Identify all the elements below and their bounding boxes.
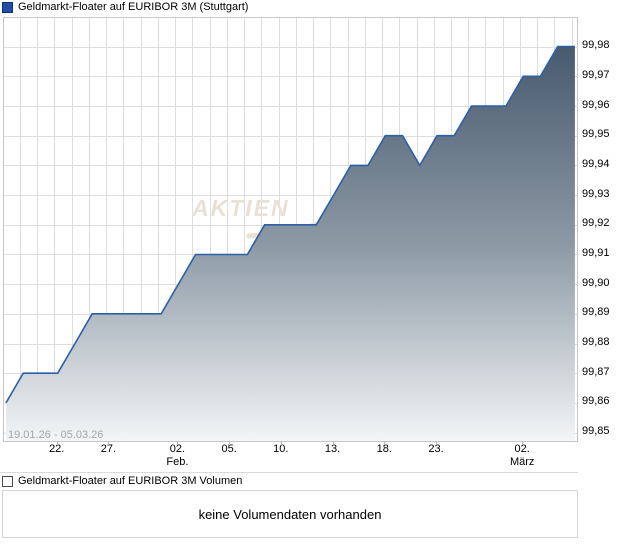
y-axis-tick-label: 99,97 <box>582 68 610 81</box>
x-axis-tick-label: 02. Feb. <box>166 443 189 468</box>
y-axis-tick-label: 99,96 <box>582 98 610 111</box>
x-axis-tick-mark <box>108 441 109 445</box>
x-axis-tick-label: 05. <box>221 443 237 455</box>
watermark-text: AKTIEN <box>191 195 290 221</box>
chart-plot-area: AKTIEN <box>3 17 578 442</box>
x-axis-tick-mark <box>177 441 178 445</box>
volume-chart-title: Geldmarkt-Floater auf EURIBOR 3M Volumen <box>18 475 243 487</box>
price-area-fill <box>6 46 575 441</box>
y-axis-tick-label: 99,93 <box>582 187 610 200</box>
y-axis-tick-label: 99,90 <box>582 276 610 289</box>
x-axis-tick-label: 23. <box>428 443 444 455</box>
x-axis-tick-label: 27. <box>100 443 117 455</box>
y-axis-tick-label: 99,94 <box>582 157 610 170</box>
y-axis-tick-label: 99,92 <box>582 217 610 230</box>
no-volume-data-message: keine Volumendaten vorhanden <box>198 506 382 522</box>
volume-panel: keine Volumendaten vorhanden <box>2 490 578 538</box>
y-axis-tick-label: 99,86 <box>582 395 610 408</box>
y-axis-tick-label: 99,85 <box>582 425 610 438</box>
y-axis-tick-label: 99,87 <box>582 365 610 378</box>
x-axis-tick-label: 22. <box>49 443 65 455</box>
x-axis-tick-label: 02. März <box>509 443 535 468</box>
price-series-square-icon <box>2 1 13 13</box>
y-axis-tick-label: 99,88 <box>582 336 610 349</box>
price-chart-legend: Geldmarkt-Floater auf EURIBOR 3M (Stuttg… <box>2 0 248 14</box>
x-axis-tick-mark <box>522 441 523 445</box>
price-line <box>5 45 575 404</box>
separator-line <box>0 472 578 473</box>
date-range-label: 19.01.26 - 05.03.26 <box>8 429 104 441</box>
price-chart-svg: AKTIEN <box>4 18 577 441</box>
x-axis-tick-mark <box>281 441 282 445</box>
volume-series-square-icon <box>2 475 13 487</box>
x-axis-tick-mark <box>57 441 58 445</box>
y-axis-tick-label: 99,98 <box>582 39 610 52</box>
x-axis-tick-mark <box>333 441 334 445</box>
x-axis-tick-label: 13. <box>324 443 341 455</box>
x-axis-tick-mark <box>384 441 385 445</box>
x-axis-tick-label: 18. <box>376 443 392 455</box>
y-axis-tick-label: 99,91 <box>582 246 610 259</box>
x-axis-tick-mark <box>229 441 230 445</box>
y-axis-tick-label: 99,95 <box>582 128 610 141</box>
volume-chart-legend: Geldmarkt-Floater auf EURIBOR 3M Volumen <box>2 474 242 488</box>
y-axis-tick-label: 99,89 <box>582 306 610 319</box>
x-axis-tick-label: 10. <box>273 443 289 455</box>
price-chart-title: Geldmarkt-Floater auf EURIBOR 3M (Stuttg… <box>18 1 249 13</box>
x-axis-tick-mark <box>436 441 437 445</box>
